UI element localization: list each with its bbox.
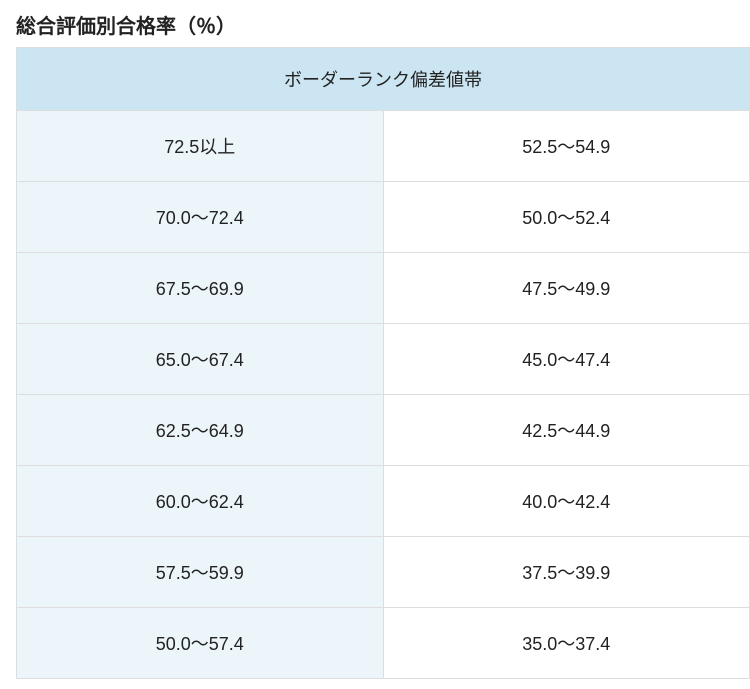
- pass-rate-table: ボーダーランク偏差値帯 72.5以上52.5～54.970.0～72.450.0…: [16, 47, 750, 679]
- table-cell-left: 72.5以上: [17, 111, 384, 182]
- table-cell-left: 60.0～62.4: [17, 466, 384, 537]
- table-cell-right: 52.5～54.9: [383, 111, 750, 182]
- table-cell-right: 37.5～39.9: [383, 537, 750, 608]
- page-title: 総合評価別合格率（％）: [10, 10, 740, 39]
- table-cell-left: 57.5～59.9: [17, 537, 384, 608]
- table-header-row: ボーダーランク偏差値帯: [17, 48, 750, 111]
- table-row: 70.0～72.450.0～52.4: [17, 182, 750, 253]
- table-cell-right: 45.0～47.4: [383, 324, 750, 395]
- table-cell-right: 50.0～52.4: [383, 182, 750, 253]
- table-row: 60.0～62.440.0～42.4: [17, 466, 750, 537]
- table-row: 65.0～67.445.0～47.4: [17, 324, 750, 395]
- table-cell-right: 47.5～49.9: [383, 253, 750, 324]
- table-row: 67.5～69.947.5～49.9: [17, 253, 750, 324]
- table-cell-left: 50.0～57.4: [17, 608, 384, 679]
- table-row: 57.5～59.937.5～39.9: [17, 537, 750, 608]
- table-row: 72.5以上52.5～54.9: [17, 111, 750, 182]
- table-header: ボーダーランク偏差値帯: [17, 48, 750, 111]
- table-cell-right: 42.5～44.9: [383, 395, 750, 466]
- table-cell-right: 35.0～37.4: [383, 608, 750, 679]
- table-cell-left: 62.5～64.9: [17, 395, 384, 466]
- table-cell-left: 67.5～69.9: [17, 253, 384, 324]
- table-cell-left: 65.0～67.4: [17, 324, 384, 395]
- table-row: 50.0～57.435.0～37.4: [17, 608, 750, 679]
- table-cell-right: 40.0～42.4: [383, 466, 750, 537]
- table-row: 62.5～64.942.5～44.9: [17, 395, 750, 466]
- table-cell-left: 70.0～72.4: [17, 182, 384, 253]
